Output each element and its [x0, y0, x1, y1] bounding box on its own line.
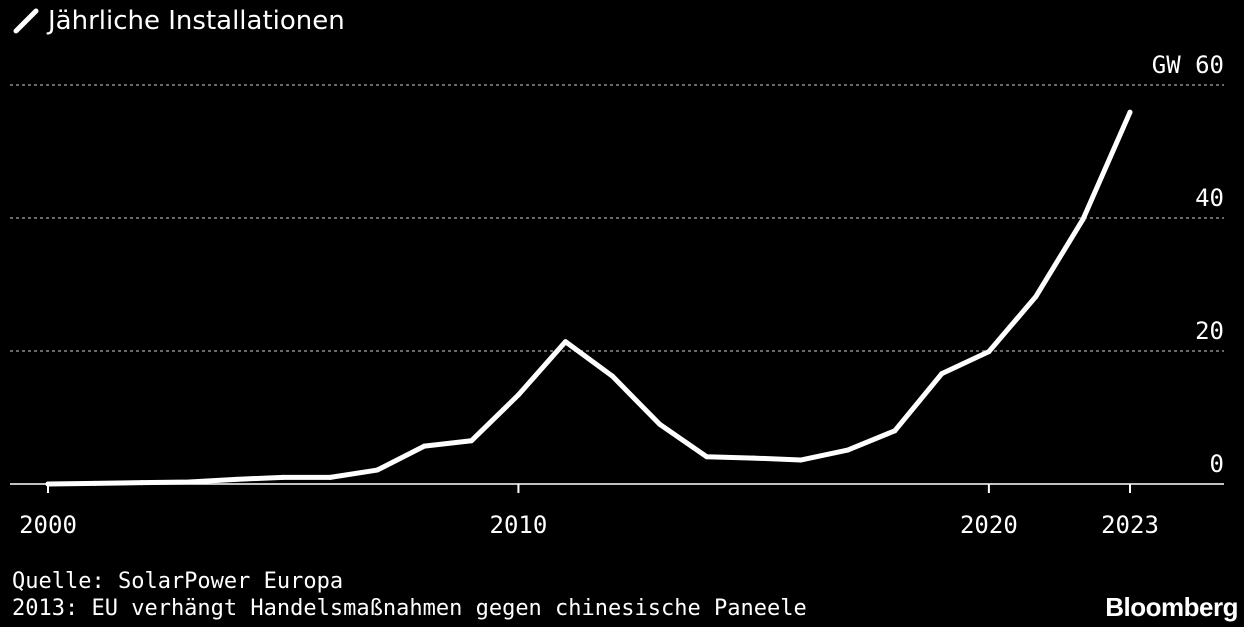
bloomberg-logo: Bloomberg	[1105, 592, 1238, 622]
data-point	[562, 339, 568, 345]
data-point	[1080, 216, 1086, 222]
source-note: Quelle: SolarPower Europa	[12, 569, 344, 594]
line-icon	[13, 8, 39, 34]
data-point	[798, 457, 804, 463]
data-point	[986, 349, 992, 355]
x-tick-label: 2010	[490, 511, 548, 539]
data-point	[421, 443, 427, 449]
data-point	[327, 474, 333, 480]
data-point	[704, 454, 710, 460]
y-tick-label: 0	[1210, 450, 1224, 478]
data-point	[751, 455, 757, 461]
data-point	[139, 480, 145, 486]
data-point	[1033, 293, 1039, 299]
x-tick-label: 2023	[1101, 511, 1159, 539]
annotation-note: 2013: EU verhängt Handelsmaßnahmen gegen…	[12, 596, 807, 621]
data-point	[280, 474, 286, 480]
data-point	[657, 421, 663, 427]
data-point	[1127, 109, 1133, 115]
x-tick-label: 2000	[19, 511, 77, 539]
y-tick-label: 40	[1195, 184, 1224, 212]
data-point	[45, 481, 51, 487]
chart-legend: Jährliche Installationen	[12, 4, 345, 38]
chart-footer: Quelle: SolarPower Europa 2013: EU verhä…	[12, 568, 807, 622]
data-point	[515, 392, 521, 398]
data-point	[845, 447, 851, 453]
data-point	[468, 438, 474, 444]
data-point	[233, 476, 239, 482]
y-tick-label: GW 60	[1152, 51, 1224, 79]
data-point	[186, 479, 192, 485]
x-tick-label: 2020	[960, 511, 1018, 539]
data-point	[374, 467, 380, 473]
data-point	[92, 480, 98, 486]
legend-label: Jährliche Installationen	[48, 6, 345, 36]
data-point	[939, 371, 945, 377]
data-point	[892, 428, 898, 434]
series-line	[45, 109, 1133, 487]
data-point	[610, 373, 616, 379]
y-tick-label: 20	[1195, 317, 1224, 345]
